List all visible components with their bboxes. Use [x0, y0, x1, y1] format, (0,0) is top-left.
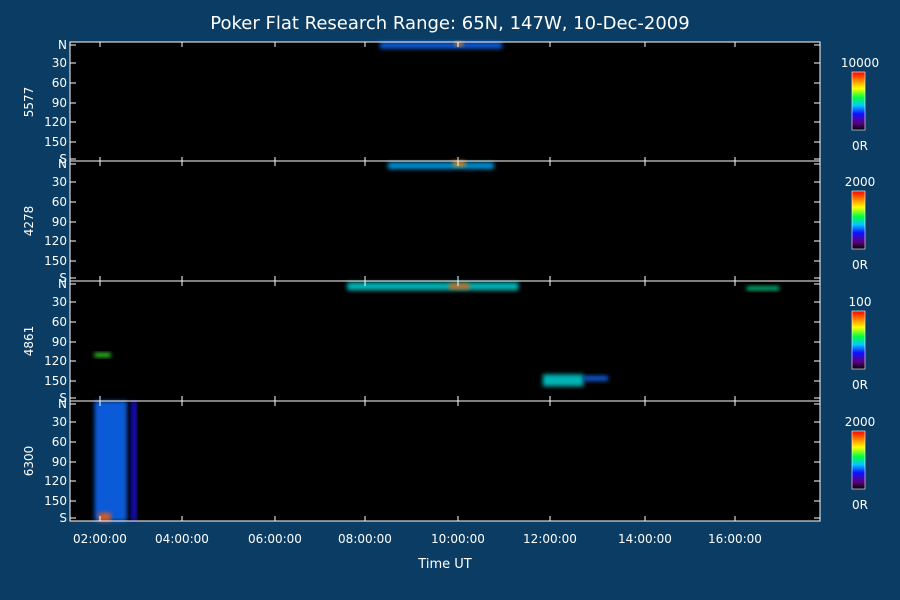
- y-tick-label: 120: [44, 354, 67, 368]
- y-tick-label: 120: [44, 115, 67, 129]
- panel-5577: N 30 60 90 120 150 S 5577 10000 0R: [22, 38, 879, 166]
- y-tick-label: 120: [44, 234, 67, 248]
- panel-wavelength-label: 5577: [22, 87, 36, 118]
- scale-colorbar: [851, 310, 866, 370]
- emission-feature: [94, 401, 128, 521]
- y-tick-label: 150: [44, 135, 67, 149]
- y-tick-label: S: [59, 271, 67, 285]
- x-tick-label: 02:00:00: [73, 532, 127, 546]
- scale-min-label: 0R: [852, 139, 868, 153]
- panel-plot-area: [70, 161, 820, 281]
- scale-colorbar: [851, 430, 866, 490]
- scale-max-label: 2000: [845, 415, 876, 429]
- scale-max-label: 10000: [841, 56, 879, 70]
- y-tick-label: 60: [52, 76, 67, 90]
- scale-colorbar: [851, 71, 866, 131]
- y-tick-label: 150: [44, 254, 67, 268]
- emission-feature: [98, 513, 111, 521]
- emission-feature: [131, 401, 137, 521]
- y-tick-label: S: [59, 152, 67, 166]
- emission-feature: [449, 283, 470, 289]
- x-axis-label: Time UT: [417, 557, 471, 572]
- panel-6300: N 30 60 90 120 150 S 6300 2000 0R: [22, 397, 875, 525]
- y-tick-label: S: [59, 391, 67, 405]
- panel-wavelength-label: 6300: [22, 446, 36, 477]
- y-tick-label: 150: [44, 374, 67, 388]
- y-tick-label: 90: [52, 455, 67, 469]
- scale-colorbar: [851, 190, 866, 250]
- color-scale-4278: 2000 0R: [845, 175, 876, 272]
- y-tick-label: 90: [52, 215, 67, 229]
- panel-4861: N 30 60 90 120 150 S 4861 100 0R: [22, 277, 871, 405]
- scale-max-label: 100: [849, 295, 872, 309]
- emission-feature: [583, 375, 609, 381]
- panel-frame: [69, 400, 821, 522]
- y-tick-label: 60: [52, 315, 67, 329]
- panel-plot-area: [70, 42, 820, 162]
- y-tick-label: N: [58, 397, 67, 411]
- y-tick-label: N: [58, 157, 67, 171]
- y-tick-label: S: [59, 511, 67, 525]
- y-tick-label: 30: [52, 56, 67, 70]
- color-scale-6300: 2000 0R: [845, 415, 876, 512]
- y-tick-label: 30: [52, 175, 67, 189]
- emission-feature: [453, 161, 466, 167]
- y-tick-label: 30: [52, 415, 67, 429]
- y-tick-label: 120: [44, 474, 67, 488]
- emission-feature: [387, 162, 494, 169]
- x-tick-label: 12:00:00: [523, 532, 577, 546]
- color-scale-5577: 10000 0R: [841, 56, 879, 153]
- x-tick-label: 16:00:00: [708, 532, 762, 546]
- scale-min-label: 0R: [852, 498, 868, 512]
- panel-wavelength-label: 4861: [22, 326, 36, 357]
- panel-plot-area: [70, 401, 820, 521]
- chart-title: Poker Flat Research Range: 65N, 147W, 10…: [210, 13, 689, 34]
- scale-max-label: 2000: [845, 175, 876, 189]
- emission-feature: [347, 282, 519, 291]
- emission-feature: [542, 374, 584, 387]
- y-tick-label: 60: [52, 435, 67, 449]
- emission-feature: [94, 353, 111, 357]
- y-tick-label: 30: [52, 295, 67, 309]
- x-tick-label: 14:00:00: [618, 532, 672, 546]
- x-tick-label: 06:00:00: [248, 532, 302, 546]
- emission-feature: [454, 42, 463, 46]
- y-tick-label: 90: [52, 96, 67, 110]
- emission-feature: [746, 286, 780, 291]
- panel-plot-area: [70, 281, 820, 401]
- scale-min-label: 0R: [852, 258, 868, 272]
- x-tick-label: 08:00:00: [338, 532, 392, 546]
- y-tick-label: 90: [52, 335, 67, 349]
- y-tick-label: 60: [52, 195, 67, 209]
- emission-feature: [379, 42, 503, 49]
- color-scale-4861: 100 0R: [849, 295, 872, 392]
- panel-wavelength-label: 4278: [22, 206, 36, 237]
- x-tick-label: 04:00:00: [155, 532, 209, 546]
- y-tick-label: N: [58, 38, 67, 52]
- scale-min-label: 0R: [852, 378, 868, 392]
- x-tick-label: 10:00:00: [431, 532, 485, 546]
- y-tick-label: N: [58, 277, 67, 291]
- panel-4278: N 30 60 90 120 150 S 4278 2000 0R: [22, 157, 875, 285]
- y-tick-label: 150: [44, 494, 67, 508]
